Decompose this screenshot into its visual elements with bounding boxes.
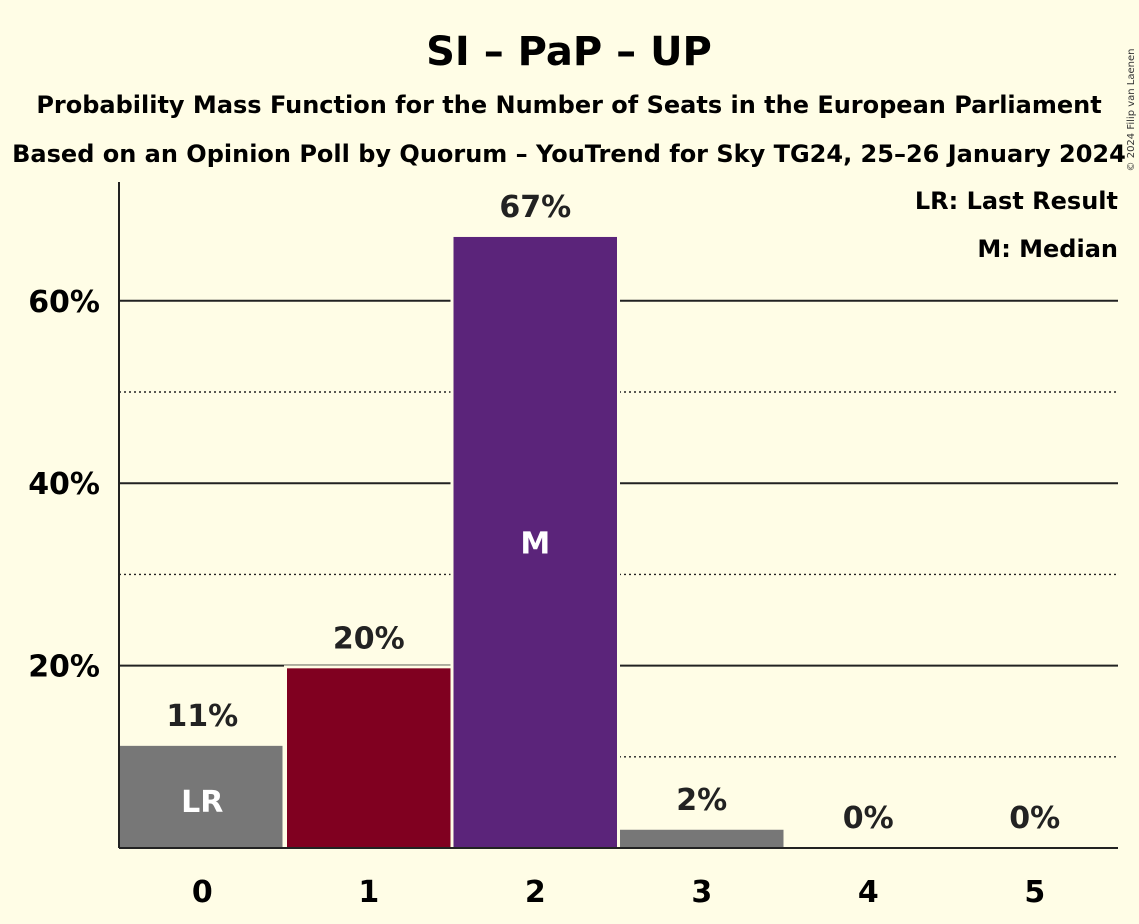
bar-seats-0 xyxy=(119,745,283,848)
bar-value-label: 0% xyxy=(843,801,894,836)
chart-source: Based on an Opinion Poll by Quorum – You… xyxy=(12,140,1126,168)
x-tick-label: 3 xyxy=(691,875,712,910)
bar-seats-2 xyxy=(453,236,617,848)
y-tick-label: 60% xyxy=(28,285,100,320)
bar-seats-1 xyxy=(287,668,451,848)
y-tick-label: 40% xyxy=(28,467,100,502)
bars: 11% LR 20% 67% M 2% 0% 0% xyxy=(116,190,1060,848)
x-tick-label: 1 xyxy=(358,875,379,910)
legend-median: M: Median xyxy=(977,235,1118,263)
copyright-notice: © 2024 Filip van Laenen xyxy=(1126,49,1137,172)
x-tick-label: 2 xyxy=(525,875,546,910)
x-tick-label: 4 xyxy=(858,875,879,910)
y-axis-ticks: 20% 40% 60% xyxy=(28,285,100,685)
bar-value-label: 0% xyxy=(1009,801,1060,836)
y-tick-label: 20% xyxy=(28,650,100,685)
bar-value-label: 2% xyxy=(676,783,727,818)
bar-seats-3 xyxy=(620,829,784,848)
bar-marker-label: M xyxy=(520,526,550,561)
x-axis-ticks: 0 1 2 3 4 5 xyxy=(192,875,1045,910)
bar-marker-label: LR xyxy=(181,785,223,820)
chart-subtitle: Probability Mass Function for the Number… xyxy=(36,91,1101,119)
legend-last-result: LR: Last Result xyxy=(915,187,1118,215)
x-tick-label: 5 xyxy=(1024,875,1045,910)
bar-value-label: 20% xyxy=(333,621,405,656)
chart-title: SI – PaP – UP xyxy=(426,29,712,75)
bar-value-label: 11% xyxy=(166,699,238,734)
bar-value-label: 67% xyxy=(499,190,571,225)
x-tick-label: 0 xyxy=(192,875,213,910)
